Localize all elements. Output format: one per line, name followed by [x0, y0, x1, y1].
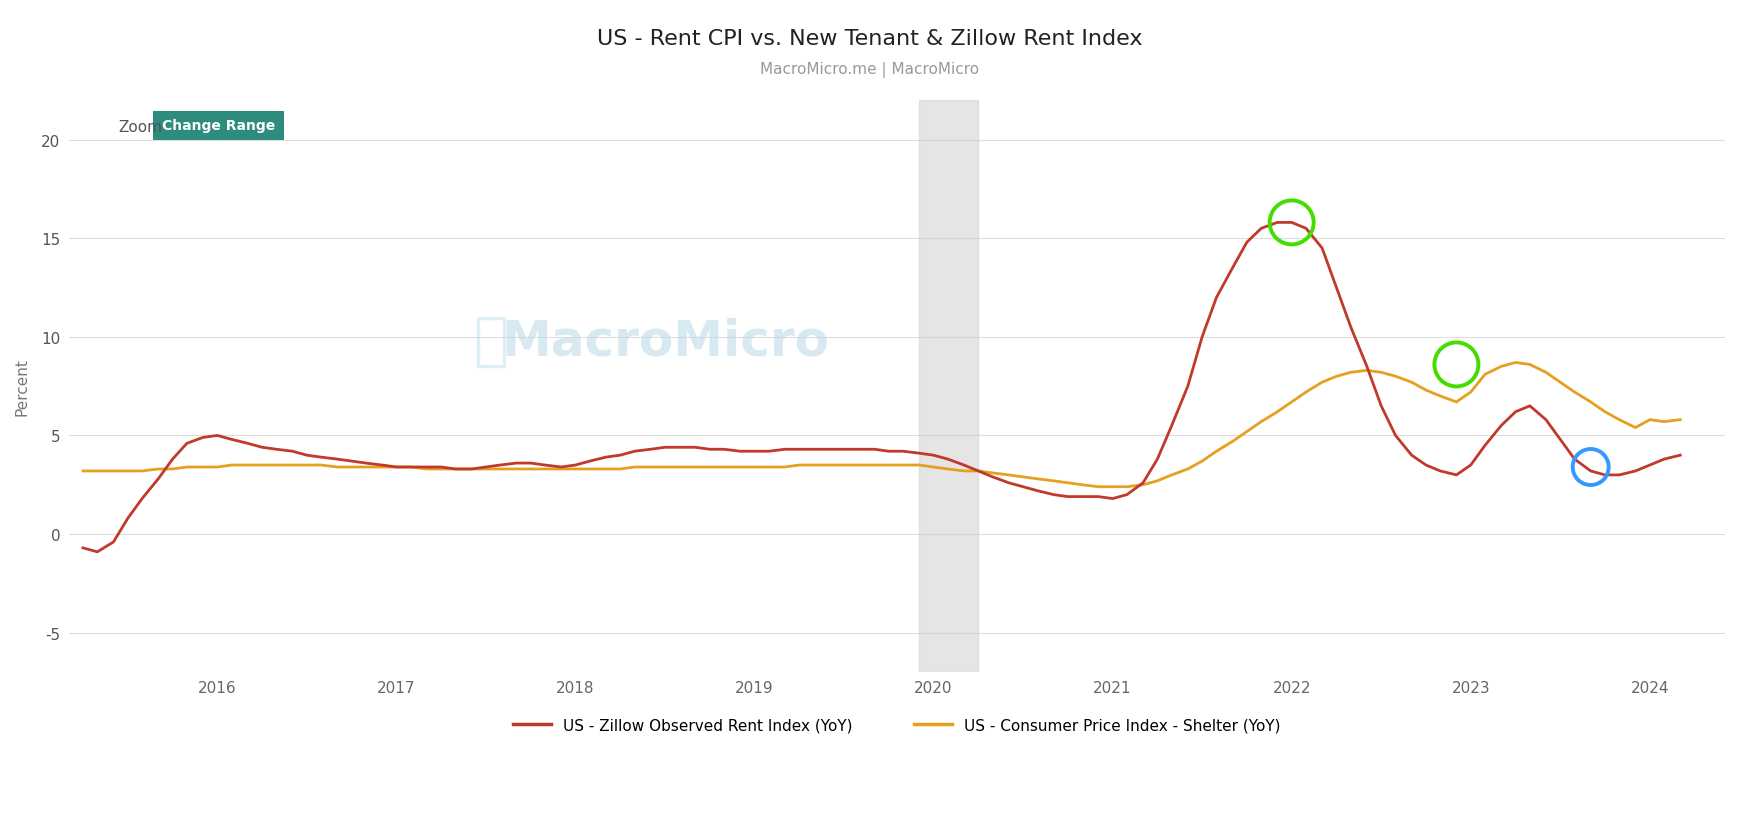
- Legend: US - Zillow Observed Rent Index (YoY), US - Consumer Price Index - Shelter (YoY): US - Zillow Observed Rent Index (YoY), U…: [506, 712, 1287, 739]
- US - Zillow Observed Rent Index (YoY): [341, 457, 362, 467]
- Text: MacroMicro.me | MacroMicro: MacroMicro.me | MacroMicro: [760, 61, 979, 78]
- US - Zillow Observed Rent Index (YoY): [1370, 401, 1391, 411]
- US - Zillow Observed Rent Index (YoY): [87, 547, 108, 557]
- US - Consumer Price Index - Shelter (YoY): [73, 467, 94, 477]
- US - Consumer Price Index - Shelter (YoY): [1490, 362, 1511, 372]
- Text: Ⓜ: Ⓜ: [473, 313, 508, 369]
- US - Zillow Observed Rent Index (YoY): [833, 445, 854, 455]
- US - Consumer Price Index - Shelter (YoY): [1669, 415, 1690, 425]
- US - Consumer Price Index - Shelter (YoY): [237, 460, 257, 470]
- Text: US - Rent CPI vs. New Tenant & Zillow Rent Index: US - Rent CPI vs. New Tenant & Zillow Re…: [596, 29, 1143, 48]
- US - Consumer Price Index - Shelter (YoY): [1459, 387, 1480, 397]
- Line: US - Consumer Price Index - Shelter (YoY): US - Consumer Price Index - Shelter (YoY…: [83, 363, 1680, 487]
- US - Zillow Observed Rent Index (YoY): [252, 443, 273, 453]
- US - Consumer Price Index - Shelter (YoY): [1504, 358, 1525, 368]
- US - Zillow Observed Rent Index (YoY): [1473, 441, 1494, 450]
- US - Zillow Observed Rent Index (YoY): [1266, 218, 1287, 228]
- US - Zillow Observed Rent Index (YoY): [73, 543, 94, 553]
- Text: Change Range: Change Range: [162, 119, 275, 133]
- US - Zillow Observed Rent Index (YoY): [1504, 407, 1525, 417]
- US - Consumer Price Index - Shelter (YoY): [1087, 482, 1108, 492]
- Line: US - Zillow Observed Rent Index (YoY): US - Zillow Observed Rent Index (YoY): [83, 223, 1680, 552]
- US - Consumer Price Index - Shelter (YoY): [1356, 366, 1377, 376]
- Text: MacroMicro: MacroMicro: [501, 317, 828, 365]
- US - Consumer Price Index - Shelter (YoY): [819, 460, 840, 470]
- Text: Zoom: Zoom: [118, 120, 162, 134]
- Bar: [918, 101, 977, 672]
- US - Consumer Price Index - Shelter (YoY): [327, 463, 348, 473]
- Y-axis label: Percent: Percent: [16, 358, 30, 415]
- US - Zillow Observed Rent Index (YoY): [1669, 450, 1690, 460]
